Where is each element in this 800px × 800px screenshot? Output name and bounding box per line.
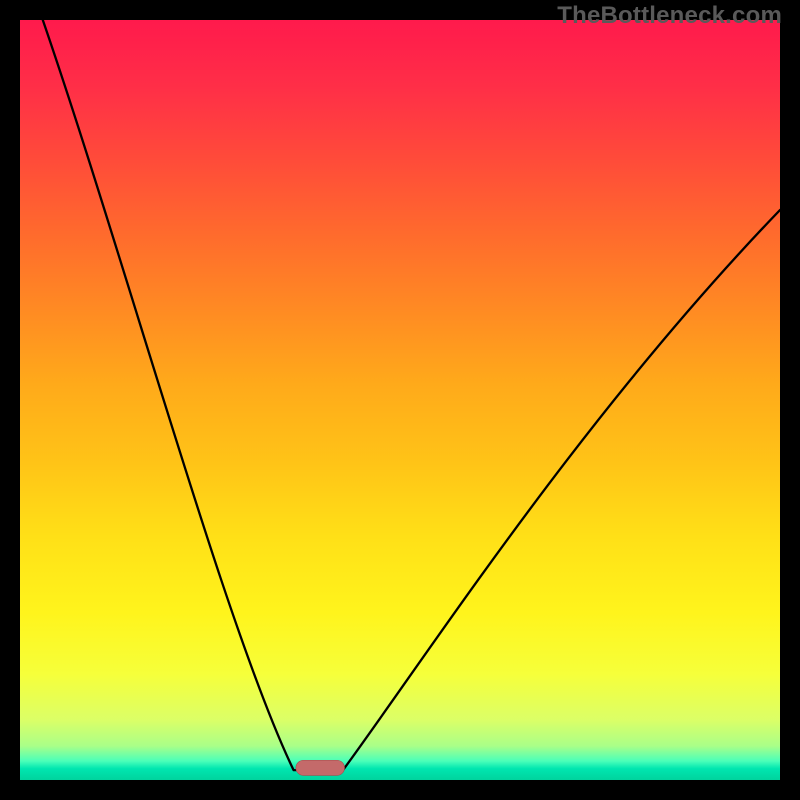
optimal-marker bbox=[296, 760, 345, 775]
plot-svg bbox=[20, 20, 780, 780]
watermark-text: TheBottleneck.com bbox=[557, 2, 782, 30]
chart-background bbox=[20, 20, 780, 780]
plot-area bbox=[20, 20, 780, 780]
chart-frame: TheBottleneck.com bbox=[0, 0, 800, 800]
